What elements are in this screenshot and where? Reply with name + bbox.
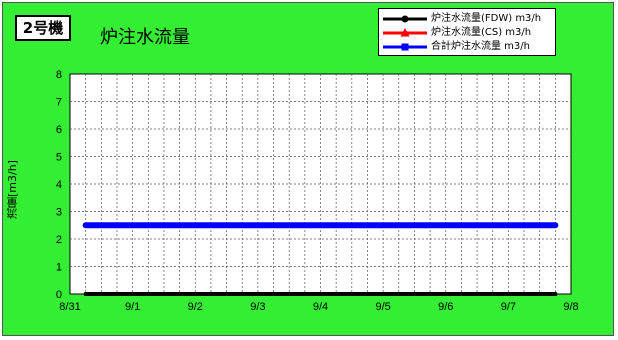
y-tick-label: 7 xyxy=(56,97,62,109)
x-tick-label: 9/1 xyxy=(125,301,140,313)
y-tick-label: 1 xyxy=(56,262,62,274)
y-axis-label: 流量[m3/h] xyxy=(5,150,41,230)
y-tick-label: 3 xyxy=(56,207,62,219)
y-tick-label: 5 xyxy=(56,152,62,164)
x-tick-label: 9/3 xyxy=(250,301,265,313)
x-tick-label: 9/4 xyxy=(313,301,328,313)
x-tick-label: 9/8 xyxy=(563,301,578,313)
legend-item-cs: 炉注水流量(CS) m3/h xyxy=(381,26,555,40)
y-tick-label: 2 xyxy=(56,234,62,246)
y-tick-label: 0 xyxy=(56,289,62,301)
legend-line-marker-blue xyxy=(381,40,429,54)
legend-label-fdw: 炉注水流量(FDW) m3/h xyxy=(431,12,541,26)
legend-label-total: 合計炉注水流量 m3/h xyxy=(431,40,530,54)
legend-line-marker-black xyxy=(381,12,429,26)
legend-label-cs: 炉注水流量(CS) m3/h xyxy=(431,26,531,40)
x-tick-label: 9/7 xyxy=(501,301,516,313)
x-axis-ticks: 8/31 9/1 9/2 9/3 9/4 9/5 9/6 9/7 9/8 xyxy=(59,301,578,313)
x-tick-label: 9/5 xyxy=(375,301,390,313)
legend: 炉注水流量(FDW) m3/h 炉注水流量(CS) m3/h 合計炉注水流量 m… xyxy=(378,8,556,56)
x-tick-label: 9/6 xyxy=(438,301,453,313)
y-tick-label: 4 xyxy=(56,179,62,191)
legend-item-fdw: 炉注水流量(FDW) m3/h xyxy=(381,12,555,26)
y-tick-label: 8 xyxy=(56,69,62,81)
x-tick-label: 8/31 xyxy=(59,301,80,313)
x-tick-label: 9/2 xyxy=(188,301,203,313)
legend-line-marker-red xyxy=(381,26,429,40)
y-axis-ticks: 0 1 2 3 4 5 6 7 8 xyxy=(56,69,62,301)
y-tick-label: 6 xyxy=(56,124,62,136)
legend-item-total: 合計炉注水流量 m3/h xyxy=(381,40,555,54)
